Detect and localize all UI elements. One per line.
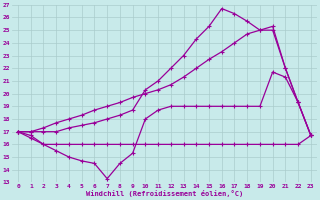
X-axis label: Windchill (Refroidissement éolien,°C): Windchill (Refroidissement éolien,°C) (86, 190, 243, 197)
